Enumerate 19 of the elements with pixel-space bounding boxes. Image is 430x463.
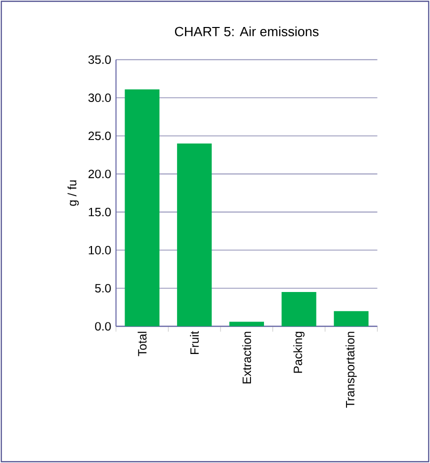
x-tick-label: Transportation — [346, 332, 357, 408]
y-tick-label: 0.0 — [95, 322, 111, 331]
x-tick-label: Packing — [293, 332, 305, 373]
x-tick-label: Fruit — [190, 331, 199, 354]
y-tick-label: 15.0 — [88, 208, 111, 216]
y-tick-label: 20.0 — [88, 170, 111, 178]
y-tick-label: 10.0 — [88, 246, 111, 254]
chart-title: CHART 5: Air emissions — [174, 26, 319, 36]
y-axis-title: g / fu — [68, 180, 79, 206]
x-tick-label: Extraction — [242, 332, 252, 384]
bar — [282, 292, 316, 326]
x-tick-label: Total — [138, 332, 147, 356]
y-tick-label: 25.0 — [88, 132, 111, 140]
y-tick-label: 5.0 — [95, 284, 111, 292]
y-tick-label: 35.0 — [88, 55, 111, 64]
bar — [124, 89, 160, 326]
bar — [177, 143, 212, 326]
bar — [334, 311, 369, 326]
y-tick-label: 30.0 — [88, 94, 111, 102]
